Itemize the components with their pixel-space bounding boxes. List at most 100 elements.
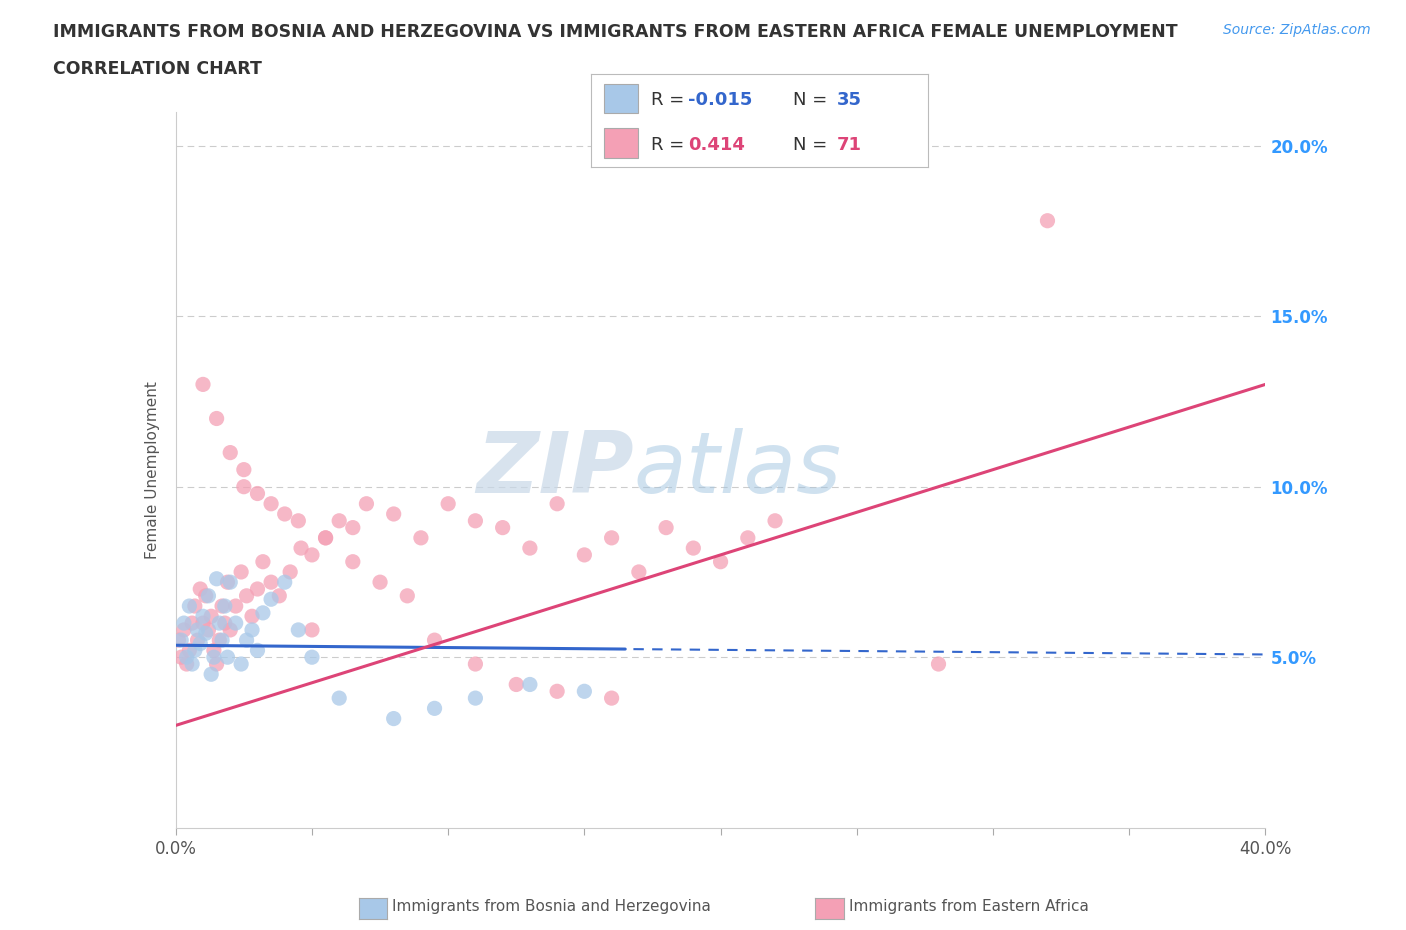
Point: [627, 565, 650, 579]
Point: [655, 520, 678, 535]
Point: [382, 711, 405, 726]
Point: [252, 554, 274, 569]
Bar: [605, 128, 638, 158]
Point: [200, 667, 222, 682]
Text: N =: N =: [793, 91, 827, 110]
Point: [208, 632, 231, 647]
Point: [342, 554, 364, 569]
Point: [211, 599, 233, 614]
Point: [240, 609, 263, 624]
Point: [208, 616, 231, 631]
Text: R =: R =: [651, 91, 685, 110]
Point: [205, 411, 228, 426]
Y-axis label: Female Unemployment: Female Unemployment: [145, 380, 160, 559]
Point: [184, 643, 207, 658]
Text: 35: 35: [837, 91, 862, 110]
Text: 0.414: 0.414: [689, 136, 745, 154]
Point: [214, 599, 236, 614]
Text: IMMIGRANTS FROM BOSNIA AND HERZEGOVINA VS IMMIGRANTS FROM EASTERN AFRICA FEMALE : IMMIGRANTS FROM BOSNIA AND HERZEGOVINA V…: [53, 23, 1178, 41]
Point: [260, 591, 283, 606]
Point: [600, 530, 623, 545]
Point: [600, 691, 623, 706]
Point: [464, 513, 486, 528]
Point: [287, 622, 309, 637]
Point: [170, 650, 193, 665]
Text: 71: 71: [837, 136, 862, 154]
Point: [219, 445, 242, 460]
Point: [574, 548, 596, 563]
Point: [342, 520, 364, 535]
Point: [232, 462, 254, 477]
Point: [682, 540, 704, 555]
Point: [1036, 213, 1059, 228]
Point: [191, 616, 214, 631]
Point: [202, 643, 225, 658]
Point: [409, 530, 432, 545]
Point: [301, 548, 323, 563]
Point: [246, 486, 269, 501]
Point: [197, 622, 219, 637]
Point: [287, 513, 309, 528]
Point: [181, 657, 204, 671]
Point: [505, 677, 527, 692]
Point: [217, 650, 239, 665]
Point: [191, 609, 214, 624]
Point: [252, 605, 274, 620]
Point: [737, 530, 759, 545]
Point: [191, 377, 214, 392]
Point: [260, 575, 283, 590]
Point: [176, 657, 198, 671]
Point: [246, 581, 269, 596]
Point: [574, 684, 596, 698]
Point: [219, 575, 242, 590]
Point: [519, 677, 541, 692]
Point: [928, 657, 950, 671]
Text: R =: R =: [651, 136, 685, 154]
Text: Immigrants from Bosnia and Herzegovina: Immigrants from Bosnia and Herzegovina: [392, 899, 711, 914]
Point: [710, 554, 733, 569]
Point: [240, 622, 263, 637]
Point: [231, 565, 253, 579]
Point: [179, 599, 201, 614]
Point: [194, 626, 217, 641]
Point: [290, 540, 312, 555]
Point: [188, 636, 211, 651]
Point: [219, 622, 242, 637]
Text: atlas: atlas: [633, 428, 841, 512]
Point: [179, 643, 201, 658]
Point: [260, 497, 283, 512]
Point: [231, 657, 253, 671]
Point: [328, 513, 350, 528]
Point: [437, 497, 460, 512]
Point: [246, 643, 269, 658]
Text: -0.015: -0.015: [689, 91, 752, 110]
Point: [176, 650, 198, 665]
Point: [382, 507, 405, 522]
Point: [167, 632, 190, 647]
Point: [170, 632, 193, 647]
Text: N =: N =: [793, 136, 827, 154]
Text: ZIP: ZIP: [475, 428, 633, 512]
Point: [186, 632, 209, 647]
Text: Source: ZipAtlas.com: Source: ZipAtlas.com: [1223, 23, 1371, 37]
Point: [763, 513, 786, 528]
Point: [217, 575, 239, 590]
Point: [356, 497, 378, 512]
Point: [546, 497, 568, 512]
Point: [235, 589, 257, 604]
Point: [519, 540, 541, 555]
Point: [197, 589, 219, 604]
Point: [211, 632, 233, 647]
Point: [274, 575, 297, 590]
Point: [184, 599, 207, 614]
Point: [301, 650, 323, 665]
Point: [269, 589, 291, 604]
Point: [235, 632, 257, 647]
Point: [423, 701, 446, 716]
Point: [173, 616, 195, 631]
Point: [202, 650, 225, 665]
Point: [181, 616, 204, 631]
Point: [274, 507, 297, 522]
Point: [368, 575, 391, 590]
Text: Immigrants from Eastern Africa: Immigrants from Eastern Africa: [849, 899, 1090, 914]
